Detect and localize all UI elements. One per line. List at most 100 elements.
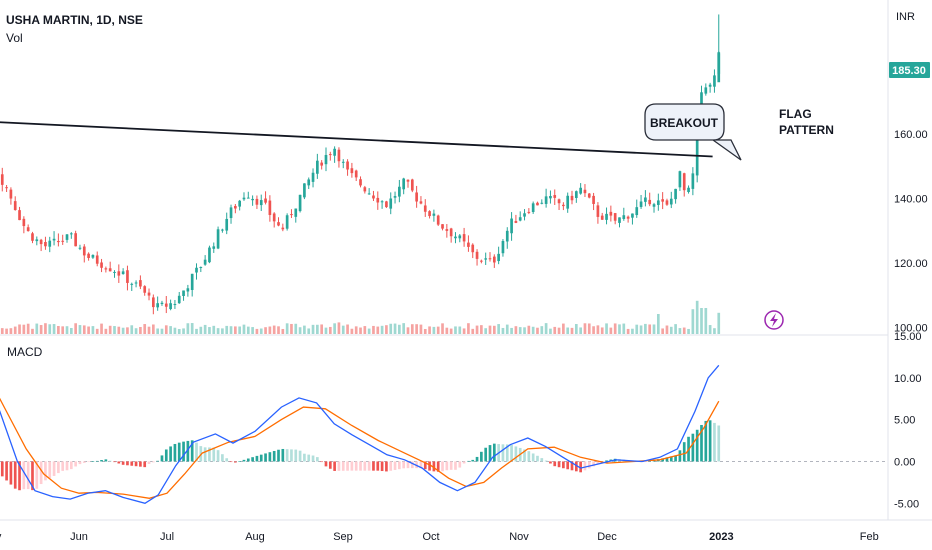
plot-background [0,0,888,550]
macd-histogram-bar [0,461,4,477]
volume-bar [691,309,695,334]
volume-bar [272,325,276,334]
candle-body [333,148,336,156]
candle-body [449,228,453,237]
macd-histogram-bar [69,461,73,470]
candle-body [674,188,677,200]
volume-bar [324,327,328,334]
candle-body [484,258,488,260]
candle-body [475,251,479,259]
breakout-callout[interactable]: BREAKOUT [644,103,742,161]
breakout-bubble [644,103,742,161]
volume-label: Vol [6,31,23,45]
volume-bar [13,326,17,334]
volume-bar [492,325,496,334]
volume-bar [389,323,393,334]
candle-body [229,207,233,219]
candle-body [337,149,341,162]
candle-body [255,198,259,205]
candle-body [492,256,496,263]
macd-histogram-bar [393,461,397,470]
macd-histogram-bar [311,455,315,462]
macd-histogram-bar [549,461,552,464]
volume-bar [570,327,574,334]
candle-body [350,168,354,174]
macd-histogram-bar [242,459,246,462]
volume-bar [626,328,630,334]
candle-body [354,170,358,178]
macd-histogram-bar [527,451,531,462]
macd-histogram-bar [26,461,30,490]
volume-bar [449,328,453,334]
lightning-icon[interactable] [764,310,784,330]
candle-body [631,213,634,218]
volume-bar [674,324,677,334]
candle-body [212,246,216,249]
macd-histogram-bar [212,447,216,462]
time-tick-label: Nov [509,531,529,543]
volume-bar [100,323,103,334]
volume-bar [251,327,254,334]
last-price-text: 185.30 [892,65,926,77]
candle-body [691,173,695,189]
candle-body [678,171,682,188]
volume-bar [199,326,203,334]
volume-bar [298,327,302,334]
macd-histogram-bar [104,459,108,462]
candle-body [622,215,626,219]
price-candles [0,14,721,315]
volume-bar [713,328,716,334]
candle-body [341,161,345,163]
macd-histogram-bar [152,461,155,463]
volume-bar [156,328,159,334]
macd-histogram-bar [480,451,483,462]
volume-bar [311,324,315,334]
candle-body [216,229,220,249]
macd-histogram-bar [717,425,721,462]
candle-body [126,270,129,283]
volume-bar [385,325,388,334]
candle-body [251,198,254,201]
macd-histogram-bar [458,461,462,468]
time-tick-label: 2023 [709,531,733,543]
candle-body [682,173,686,191]
candle-body [410,179,414,191]
macd-histogram-bar [579,461,582,473]
volume-bar [341,325,345,334]
candle-body [130,283,134,285]
volume-bar [480,325,483,334]
candle-body [480,260,483,262]
volume-bar [5,328,8,334]
macd-histogram-bar [234,461,237,463]
volume-bar [544,323,548,334]
volume-bar [160,328,164,334]
volume-bar [303,325,306,334]
macd-tick-label: 10.00 [894,373,922,385]
candle-body [596,205,600,217]
macd-histogram-bar [290,449,293,462]
candle-body [234,205,237,209]
candle-body [398,186,401,197]
candle-body [324,154,328,165]
volume-bar [290,323,293,334]
flag-pattern-label-line1: FLAG [779,107,812,121]
volume-bar [182,328,185,334]
candle-body [518,217,522,221]
candle-body [225,218,229,231]
candle-body [708,84,712,87]
macd-histogram-bar [78,461,82,465]
volume-bar [708,325,712,334]
volume-bar [164,325,168,334]
volume-bar [18,324,21,334]
volume-bar [652,324,656,334]
volume-bar [510,327,513,334]
volume-bar [661,328,664,334]
candle-body [579,187,582,194]
volume-bar [268,326,272,334]
candle-body [121,271,125,275]
macd-histogram-bar [169,446,172,462]
candle-body [52,238,56,241]
volume-bar [518,327,522,334]
volume-bar [398,324,401,334]
